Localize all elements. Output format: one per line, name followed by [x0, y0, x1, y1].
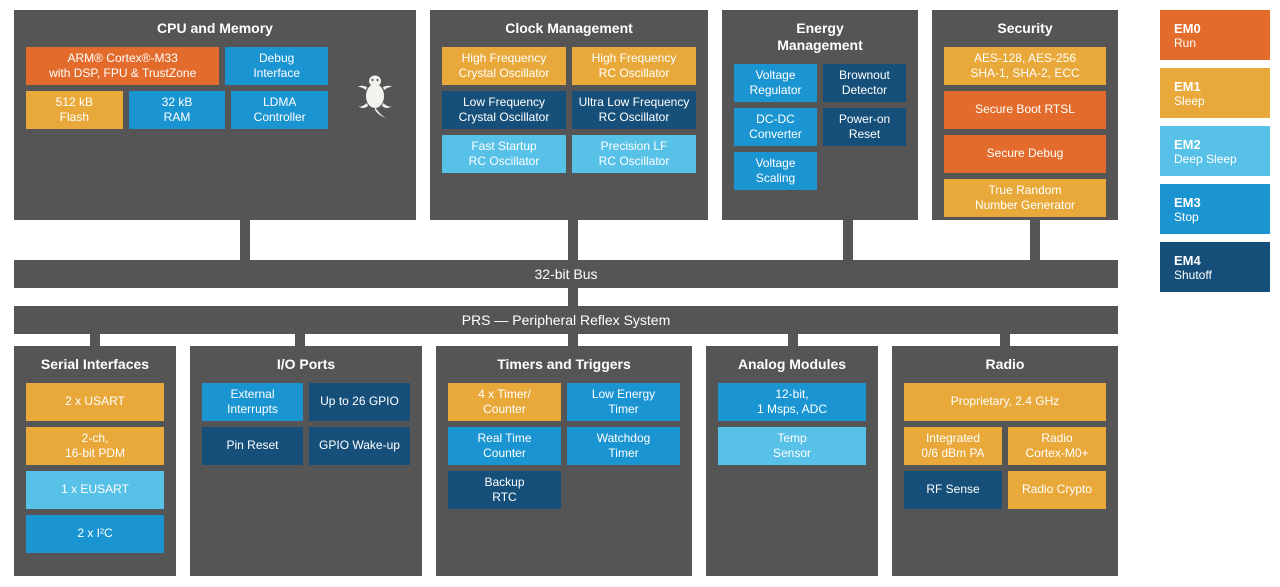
connector	[568, 334, 578, 346]
bus-prs: PRS — Peripheral Reflex System	[14, 306, 1118, 334]
section-analog-modules: Analog Modules 12-bit,1 Msps, ADC TempSe…	[706, 346, 878, 576]
box-hfxo: High FrequencyCrystal Oscillator	[442, 47, 566, 85]
legend-code: EM4	[1174, 253, 1270, 268]
energy-mode-legend: EM0 Run EM1 Sleep EM2 Deep Sleep EM3 Sto…	[1160, 10, 1270, 292]
box-gpio: Up to 26 GPIO	[309, 383, 410, 421]
box-i2c: 2 x I²C	[26, 515, 164, 553]
box-pdm: 2-ch,16-bit PDM	[26, 427, 164, 465]
box-radio-crypto: Radio Crypto	[1008, 471, 1106, 509]
legend-label: Deep Sleep	[1174, 152, 1270, 166]
legend-em4: EM4 Shutoff	[1160, 242, 1270, 292]
box-brownout-detector: BrownoutDetector	[823, 64, 906, 102]
box-eusart: 1 x EUSART	[26, 471, 164, 509]
section-timers-triggers: Timers and Triggers 4 x Timer/Counter Lo…	[436, 346, 692, 576]
section-title: EnergyManagement	[734, 20, 906, 54]
connector	[1030, 220, 1040, 260]
box-watchdog-timer: WatchdogTimer	[567, 427, 680, 465]
section-title: Timers and Triggers	[448, 356, 680, 373]
connector	[1000, 334, 1010, 346]
box-temp-sensor: TempSensor	[718, 427, 866, 465]
box-power-on-reset: Power-onReset	[823, 108, 906, 146]
section-serial-interfaces: Serial Interfaces 2 x USART 2-ch,16-bit …	[14, 346, 176, 576]
box-radio-cortex-m0p: RadioCortex-M0+	[1008, 427, 1106, 465]
section-cpu-memory: CPU and Memory ARM® Cortex®-M33with DSP,…	[14, 10, 416, 220]
section-clock-management: Clock Management High FrequencyCrystal O…	[430, 10, 708, 220]
legend-code: EM0	[1174, 21, 1270, 36]
connector	[90, 334, 100, 346]
section-title: Analog Modules	[718, 356, 866, 373]
box-rf-sense: RF Sense	[904, 471, 1002, 509]
box-usart: 2 x USART	[26, 383, 164, 421]
section-security: Security AES-128, AES-256SHA-1, SHA-2, E…	[932, 10, 1118, 220]
section-radio: Radio Proprietary, 2.4 GHz Integrated0/6…	[892, 346, 1118, 576]
section-title: CPU and Memory	[26, 20, 404, 37]
legend-code: EM2	[1174, 137, 1270, 152]
section-io-ports: I/O Ports ExternalInterrupts Up to 26 GP…	[190, 346, 422, 576]
box-gpio-wake-up: GPIO Wake-up	[309, 427, 410, 465]
box-arm-cortex-m33: ARM® Cortex®-M33with DSP, FPU & TrustZon…	[26, 47, 219, 85]
box-trng: True RandomNumber Generator	[944, 179, 1106, 217]
legend-label: Run	[1174, 36, 1270, 50]
legend-label: Sleep	[1174, 94, 1270, 108]
box-proprietary-2p4ghz: Proprietary, 2.4 GHz	[904, 383, 1106, 421]
section-energy-management: EnergyManagement VoltageRegulator Browno…	[722, 10, 918, 220]
box-integrated-pa: Integrated0/6 dBm PA	[904, 427, 1002, 465]
section-title: I/O Ports	[202, 356, 410, 373]
box-voltage-scaling: VoltageScaling	[734, 152, 817, 190]
legend-em1: EM1 Sleep	[1160, 68, 1270, 118]
box-low-energy-timer: Low EnergyTimer	[567, 383, 680, 421]
section-title: Clock Management	[442, 20, 696, 37]
box-ulfrco: Ultra Low FrequencyRC Oscillator	[572, 91, 696, 129]
box-secure-boot: Secure Boot RTSL	[944, 91, 1106, 129]
gecko-icon	[348, 70, 402, 120]
box-real-time-counter: Real TimeCounter	[448, 427, 561, 465]
box-timer-counter: 4 x Timer/Counter	[448, 383, 561, 421]
legend-em2: EM2 Deep Sleep	[1160, 126, 1270, 176]
box-debug-interface: DebugInterface	[225, 47, 328, 85]
connector	[788, 334, 798, 346]
box-fsrco: Fast StartupRC Oscillator	[442, 135, 566, 173]
box-crypto: AES-128, AES-256SHA-1, SHA-2, ECC	[944, 47, 1106, 85]
bus-32bit: 32-bit Bus	[14, 260, 1118, 288]
box-pin-reset: Pin Reset	[202, 427, 303, 465]
box-adc: 12-bit,1 Msps, ADC	[718, 383, 866, 421]
connector	[568, 220, 578, 260]
box-external-interrupts: ExternalInterrupts	[202, 383, 303, 421]
connector	[843, 220, 853, 260]
box-flash: 512 kBFlash	[26, 91, 123, 129]
legend-code: EM1	[1174, 79, 1270, 94]
legend-code: EM3	[1174, 195, 1270, 210]
connector	[295, 334, 305, 346]
box-ram: 32 kBRAM	[129, 91, 226, 129]
section-title: Security	[944, 20, 1106, 37]
legend-label: Shutoff	[1174, 268, 1270, 282]
box-backup-rtc: BackupRTC	[448, 471, 561, 509]
legend-em0: EM0 Run	[1160, 10, 1270, 60]
box-ldma-controller: LDMAController	[231, 91, 328, 129]
connector	[568, 288, 578, 306]
box-plfrco: Precision LFRC Oscillator	[572, 135, 696, 173]
box-voltage-regulator: VoltageRegulator	[734, 64, 817, 102]
section-title: Radio	[904, 356, 1106, 373]
box-dcdc-converter: DC-DCConverter	[734, 108, 817, 146]
connector	[240, 220, 250, 260]
box-lfxo: Low FrequencyCrystal Oscillator	[442, 91, 566, 129]
box-hfrco: High FrequencyRC Oscillator	[572, 47, 696, 85]
legend-label: Stop	[1174, 210, 1270, 224]
box-secure-debug: Secure Debug	[944, 135, 1106, 173]
legend-em3: EM3 Stop	[1160, 184, 1270, 234]
section-title: Serial Interfaces	[26, 356, 164, 373]
